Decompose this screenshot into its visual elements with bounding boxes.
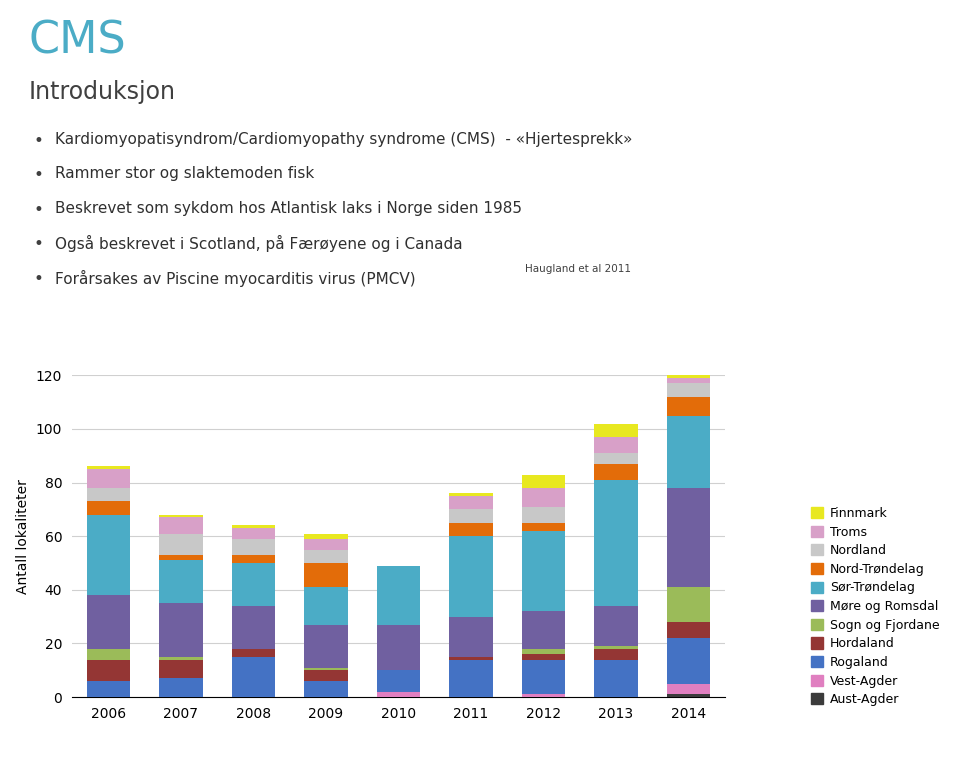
Text: •: • — [34, 270, 43, 287]
Bar — [231, 529, 276, 539]
Bar — [449, 617, 492, 656]
Bar — [86, 515, 130, 595]
Bar — [231, 539, 276, 555]
Bar — [86, 469, 130, 488]
Bar — [667, 384, 710, 397]
Bar — [521, 654, 565, 660]
Text: Introduksjon: Introduksjon — [29, 80, 176, 104]
Bar — [376, 565, 420, 625]
Bar — [231, 649, 276, 656]
Bar — [521, 488, 565, 507]
Legend: Finnmark, Troms, Nordland, Nord-Trøndelag, Sør-Trøndelag, Møre og Romsdal, Sogn : Finnmark, Troms, Nordland, Nord-Trøndela… — [811, 507, 939, 706]
Text: Rammer stor og slaktemoden fisk: Rammer stor og slaktemoden fisk — [55, 166, 314, 182]
Text: Forårsakes av Piscine myocarditis virus (PMCV): Forårsakes av Piscine myocarditis virus … — [55, 270, 416, 286]
Bar — [231, 555, 276, 563]
Text: Kardiomyopatisyndrom/Cardiomyopathy syndrome (CMS)  - «Hjertesprekk»: Kardiomyopatisyndrom/Cardiomyopathy synd… — [55, 132, 632, 147]
Bar — [521, 660, 565, 694]
Bar — [594, 463, 637, 480]
Bar — [521, 611, 565, 649]
Bar — [376, 692, 420, 697]
Bar — [521, 507, 565, 522]
Bar — [667, 378, 710, 383]
Bar — [449, 657, 492, 660]
Bar — [231, 563, 276, 606]
Bar — [231, 525, 276, 529]
Bar — [449, 493, 492, 496]
Text: CMS: CMS — [29, 19, 127, 62]
Bar — [667, 346, 710, 378]
Bar — [521, 531, 565, 611]
Bar — [594, 480, 637, 606]
Bar — [159, 555, 203, 561]
Bar — [376, 625, 420, 670]
Bar — [521, 522, 565, 531]
Bar — [304, 587, 348, 625]
Bar — [304, 681, 348, 697]
Bar — [667, 622, 710, 638]
Bar — [304, 533, 348, 539]
Text: •: • — [34, 235, 43, 253]
Bar — [449, 522, 492, 536]
Bar — [86, 649, 130, 660]
Bar — [304, 667, 348, 670]
Text: •: • — [34, 166, 43, 184]
Text: •: • — [34, 132, 43, 149]
Bar — [304, 670, 348, 681]
Bar — [159, 561, 203, 604]
Bar — [159, 533, 203, 555]
Text: Beskrevet som sykdom hos Atlantisk laks i Norge siden 1985: Beskrevet som sykdom hos Atlantisk laks … — [55, 201, 521, 216]
Bar — [376, 670, 420, 692]
Bar — [521, 649, 565, 654]
Bar — [449, 536, 492, 617]
Bar — [594, 453, 637, 463]
Bar — [159, 660, 203, 679]
Bar — [667, 694, 710, 697]
Bar — [594, 660, 637, 697]
Bar — [667, 638, 710, 683]
Text: Haugland et al 2011: Haugland et al 2011 — [525, 264, 631, 273]
Bar — [667, 415, 710, 488]
Bar — [86, 488, 130, 501]
Text: Også beskrevet i Scotland, på Færøyene og i Canada: Også beskrevet i Scotland, på Færøyene o… — [55, 235, 463, 252]
Bar — [304, 563, 348, 587]
Bar — [594, 647, 637, 649]
Bar — [667, 397, 710, 415]
Bar — [521, 694, 565, 697]
Bar — [159, 604, 203, 656]
Bar — [86, 466, 130, 469]
Bar — [667, 587, 710, 622]
Bar — [304, 539, 348, 550]
Bar — [86, 595, 130, 649]
Y-axis label: Antall lokaliteter: Antall lokaliteter — [16, 479, 31, 594]
Bar — [159, 518, 203, 533]
Bar — [449, 496, 492, 509]
Bar — [159, 515, 203, 518]
Bar — [594, 606, 637, 647]
Bar — [449, 509, 492, 522]
Bar — [594, 424, 637, 437]
Bar — [667, 683, 710, 694]
Bar — [231, 606, 276, 649]
Bar — [594, 437, 637, 453]
Bar — [667, 488, 710, 587]
Bar — [304, 550, 348, 563]
Bar — [231, 656, 276, 697]
Bar — [159, 657, 203, 660]
Bar — [86, 660, 130, 681]
Bar — [594, 649, 637, 660]
Bar — [521, 475, 565, 488]
Bar — [449, 660, 492, 697]
Text: •: • — [34, 201, 43, 218]
Bar — [304, 625, 348, 667]
Bar — [86, 681, 130, 697]
Bar — [86, 501, 130, 515]
Bar — [159, 679, 203, 697]
